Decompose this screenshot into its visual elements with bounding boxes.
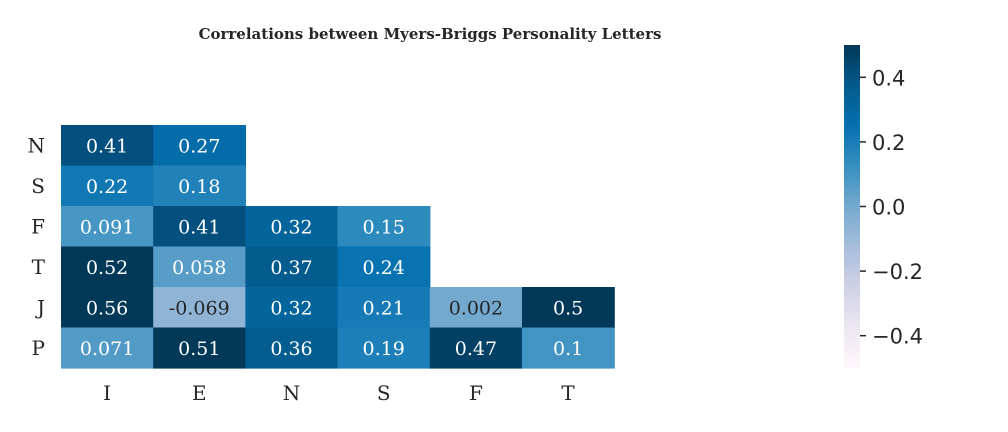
- colorbar-tick-label: 0.4: [872, 66, 905, 90]
- heatmap-cell-N-E: [153, 125, 246, 167]
- heatmap-cell-S-I: [61, 165, 154, 207]
- cell-value-label-F-N: 0.32: [270, 216, 312, 238]
- cell-value-label-N-E: 0.27: [178, 135, 220, 157]
- cell-value-label-J-S: 0.21: [363, 297, 405, 319]
- cell-value-label-P-F: 0.47: [455, 338, 497, 360]
- colorbar-tick-label: 0.0: [872, 196, 905, 220]
- cell-value-label-J-N: 0.32: [270, 297, 312, 319]
- heatmap-cell-J-S: [337, 287, 431, 329]
- heatmap-cell-F-S: [337, 206, 431, 248]
- heatmap-cell-J-T: [522, 287, 615, 329]
- cell-value-label-J-I: 0.56: [86, 297, 128, 319]
- cell-value-label-P-T: 0.1: [553, 338, 583, 360]
- heatmap-cell-F-N: [245, 206, 339, 248]
- heatmap-cell-J-I: [61, 287, 154, 329]
- cell-value-label-P-S: 0.19: [363, 338, 405, 360]
- heatmap-cell-J-N: [245, 287, 339, 329]
- cell-value-label-T-I: 0.52: [86, 257, 128, 279]
- heatmap-cell-S-E: [153, 165, 246, 207]
- colorbar: 0.4 0.2 0.0 −0.2 −0.4: [844, 45, 923, 368]
- heatmap-cell-P-S: [337, 327, 431, 369]
- heatmap-cell-P-N: [245, 327, 339, 369]
- heatmap-cell-P-E: [153, 327, 246, 369]
- cell-value-label-J-E: -0.069: [169, 297, 230, 319]
- colorbar-tick-label: 0.2: [872, 131, 905, 155]
- heatmap-cell-J-E: [153, 287, 246, 329]
- heatmap-cell-N-I: [61, 125, 154, 167]
- cell-value-label-T-N: 0.37: [270, 257, 312, 279]
- cell-value-label-F-E: 0.41: [178, 216, 220, 238]
- heatmap-cell-J-F: [429, 287, 523, 329]
- x-tick-label-E: E: [192, 381, 207, 405]
- cell-value-label-S-E: 0.18: [178, 176, 220, 198]
- cell-value-label-J-T: 0.5: [553, 297, 583, 319]
- chart-title: Correlations between Myers-Briggs Person…: [199, 25, 662, 43]
- heatmap-cell-F-I: [61, 206, 154, 248]
- heatmap-cells: 0.41 0.27 0.22 0.18 0.091 0.41 0.32 0.15 0.52 0.0…: [61, 125, 615, 369]
- cell-value-label-T-S: 0.24: [363, 257, 405, 279]
- y-tick-label-P: P: [32, 336, 45, 360]
- cell-value-label-S-I: 0.22: [86, 176, 128, 198]
- x-tick-label-N: N: [283, 381, 301, 405]
- heatmap-cell-P-T: [522, 327, 615, 369]
- x-tick-label-T: T: [561, 381, 575, 405]
- y-tick-label-T: T: [32, 255, 46, 279]
- colorbar-gradient: [844, 45, 860, 368]
- heatmap-cell-T-I: [61, 246, 154, 288]
- x-tick-label-S: S: [377, 381, 391, 405]
- heatmap-cell-F-E: [153, 206, 246, 248]
- x-tick-label-F: F: [469, 381, 483, 405]
- cell-value-label-P-E: 0.51: [178, 338, 220, 360]
- y-tick-label-J: J: [35, 295, 45, 319]
- heatmap-cell-T-S: [337, 246, 431, 288]
- heatmap-cell-P-I: [61, 327, 154, 369]
- heatmap-cell-T-E: [153, 246, 246, 288]
- y-tick-label-N: N: [28, 133, 46, 157]
- x-tick-label-I: I: [103, 381, 111, 405]
- cell-value-label-P-I: 0.071: [80, 338, 134, 360]
- cell-value-label-T-E: 0.058: [172, 257, 226, 279]
- heatmap-cell-P-F: [429, 327, 523, 369]
- cell-value-label-P-N: 0.36: [270, 338, 312, 360]
- y-tick-label-S: S: [31, 174, 45, 198]
- cell-value-label-F-S: 0.15: [363, 216, 405, 238]
- heatmap-cell-T-N: [245, 246, 339, 288]
- colorbar-tick-label: −0.2: [872, 260, 923, 284]
- cell-value-label-F-I: 0.091: [80, 216, 134, 238]
- colorbar-tick-label: −0.4: [872, 325, 923, 349]
- y-tick-label-F: F: [31, 214, 45, 238]
- cell-value-label-J-F: 0.002: [449, 297, 503, 319]
- cell-value-label-N-I: 0.41: [86, 135, 128, 157]
